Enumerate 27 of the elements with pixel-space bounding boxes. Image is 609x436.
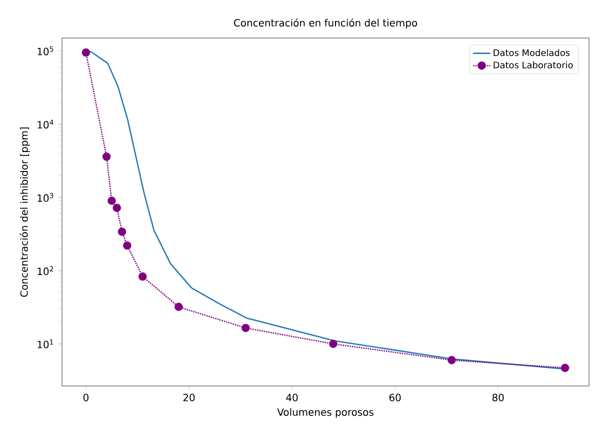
- x-tick-label: 0: [83, 394, 88, 402]
- y-tick-label: 10$^{3}$: [38, 192, 54, 202]
- point: [174, 302, 183, 312]
- x-tick-label: 40: [286, 394, 298, 402]
- y-axis-title: Concentración del inhibidor [ppm]: [20, 128, 30, 297]
- legend-label: Datos Laboratorio: [494, 61, 573, 68]
- legend-label: Datos Modelados: [494, 49, 570, 56]
- point: [448, 356, 456, 364]
- x-axis-title: Volumenes porosos: [277, 408, 374, 418]
- y-tick-label: 10$^{2}$: [38, 266, 54, 276]
- point: [118, 228, 126, 236]
- point: [108, 196, 116, 205]
- point: [112, 204, 121, 212]
- point: [123, 241, 132, 250]
- chart-title: Concentración en función del tiempo: [234, 18, 418, 29]
- point: [138, 272, 147, 281]
- x-tick-label: 60: [389, 394, 401, 402]
- point: [82, 48, 90, 57]
- y-tick-label: 10$^{5}$: [38, 46, 54, 56]
- x-tick-label: 80: [492, 394, 504, 402]
- x-tick-label: 20: [183, 394, 195, 402]
- point: [242, 324, 250, 332]
- point: [329, 340, 338, 348]
- y-tick-label: 10$^{4}$: [38, 120, 54, 129]
- point: [560, 364, 570, 372]
- point: [102, 152, 111, 161]
- y-tick-label: 10$^{1}$: [38, 339, 54, 348]
